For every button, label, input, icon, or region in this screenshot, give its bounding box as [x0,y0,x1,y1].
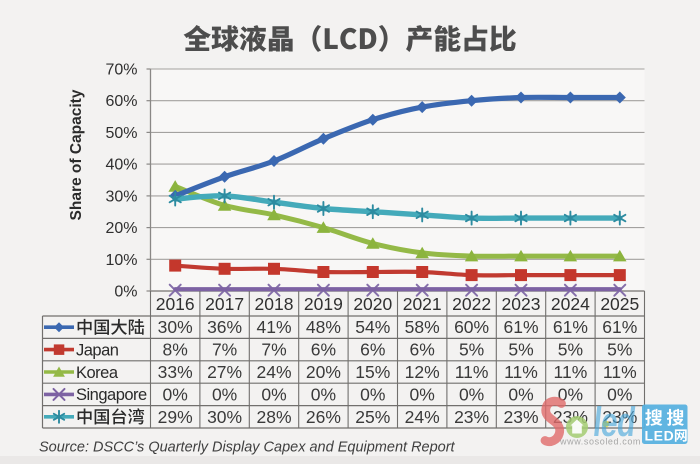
svg-text:5%: 5% [558,340,583,360]
svg-text:23%: 23% [454,407,489,427]
svg-text:11%: 11% [603,362,637,382]
svg-text:led: led [591,398,637,445]
svg-text:15%: 15% [355,362,390,382]
svg-text:www.sosoled.com: www.sosoled.com [559,437,641,447]
svg-text:20%: 20% [105,220,137,237]
svg-text:2018: 2018 [255,294,294,314]
svg-text:Japan: Japan [76,341,119,359]
svg-text:6%: 6% [410,340,435,360]
svg-text:60%: 60% [454,317,489,337]
svg-text:2019: 2019 [304,294,343,314]
svg-text:0%: 0% [607,384,632,404]
svg-text:0%: 0% [508,384,533,404]
svg-text:10%: 10% [105,252,137,269]
svg-text:5%: 5% [459,340,484,360]
svg-text:2021: 2021 [403,294,442,314]
svg-text:24%: 24% [405,407,440,427]
svg-text:0%: 0% [261,384,286,404]
svg-text:30%: 30% [105,188,137,205]
svg-text:0%: 0% [558,384,583,404]
svg-text:Source: DSCC’s Quarterly Displ: Source: DSCC’s Quarterly Display Capex a… [39,440,456,456]
svg-text:36%: 36% [207,317,242,337]
svg-text:2020: 2020 [353,294,392,314]
svg-text:0%: 0% [163,384,188,404]
svg-text:0%: 0% [360,384,385,404]
svg-text:26%: 26% [306,407,341,427]
svg-text:0%: 0% [410,384,435,404]
svg-text:0%: 0% [212,384,237,404]
svg-text:2024: 2024 [551,294,590,314]
svg-text:0%: 0% [311,384,336,404]
svg-text:33%: 33% [158,362,193,382]
svg-text:50%: 50% [105,125,137,142]
svg-text:5%: 5% [607,340,632,360]
svg-text:7%: 7% [212,340,237,360]
svg-text:11%: 11% [455,362,489,382]
svg-text:70%: 70% [105,62,137,79]
svg-text:6%: 6% [311,340,336,360]
svg-text:Share of Capacity: Share of Capacity [68,89,85,220]
svg-text:11%: 11% [554,362,588,382]
svg-text:24%: 24% [256,362,291,382]
svg-text:2025: 2025 [600,294,639,314]
svg-text:12%: 12% [405,362,440,382]
svg-text:60%: 60% [105,93,137,110]
svg-text:2017: 2017 [205,294,244,314]
svg-text:LED: LED [645,428,675,444]
svg-text:40%: 40% [105,157,137,174]
svg-text:28%: 28% [256,407,291,427]
svg-text:23%: 23% [602,407,637,427]
svg-text:5%: 5% [508,340,533,360]
svg-text:58%: 58% [405,317,440,337]
svg-text:23%: 23% [503,407,538,427]
svg-text:20%: 20% [306,362,341,382]
svg-text:11%: 11% [504,362,538,382]
svg-text:29%: 29% [158,407,193,427]
svg-text:6%: 6% [360,340,385,360]
svg-text:2023: 2023 [502,294,541,314]
svg-text:7%: 7% [261,340,286,360]
svg-text:Singapore: Singapore [76,386,147,404]
svg-text:61%: 61% [553,317,588,337]
svg-text:61%: 61% [602,317,637,337]
svg-text:27%: 27% [207,362,242,382]
svg-text:2022: 2022 [452,294,491,314]
svg-text:Korea: Korea [76,364,119,382]
svg-text:30%: 30% [158,317,193,337]
svg-text:8%: 8% [163,340,188,360]
svg-text:41%: 41% [256,317,291,337]
svg-text:0%: 0% [114,284,137,301]
svg-text:54%: 54% [355,317,390,337]
svg-text:30%: 30% [207,407,242,427]
svg-text:0%: 0% [459,384,484,404]
svg-text:48%: 48% [306,317,341,337]
svg-text:61%: 61% [503,317,538,337]
svg-text:25%: 25% [355,407,390,427]
svg-text:2016: 2016 [156,294,195,314]
